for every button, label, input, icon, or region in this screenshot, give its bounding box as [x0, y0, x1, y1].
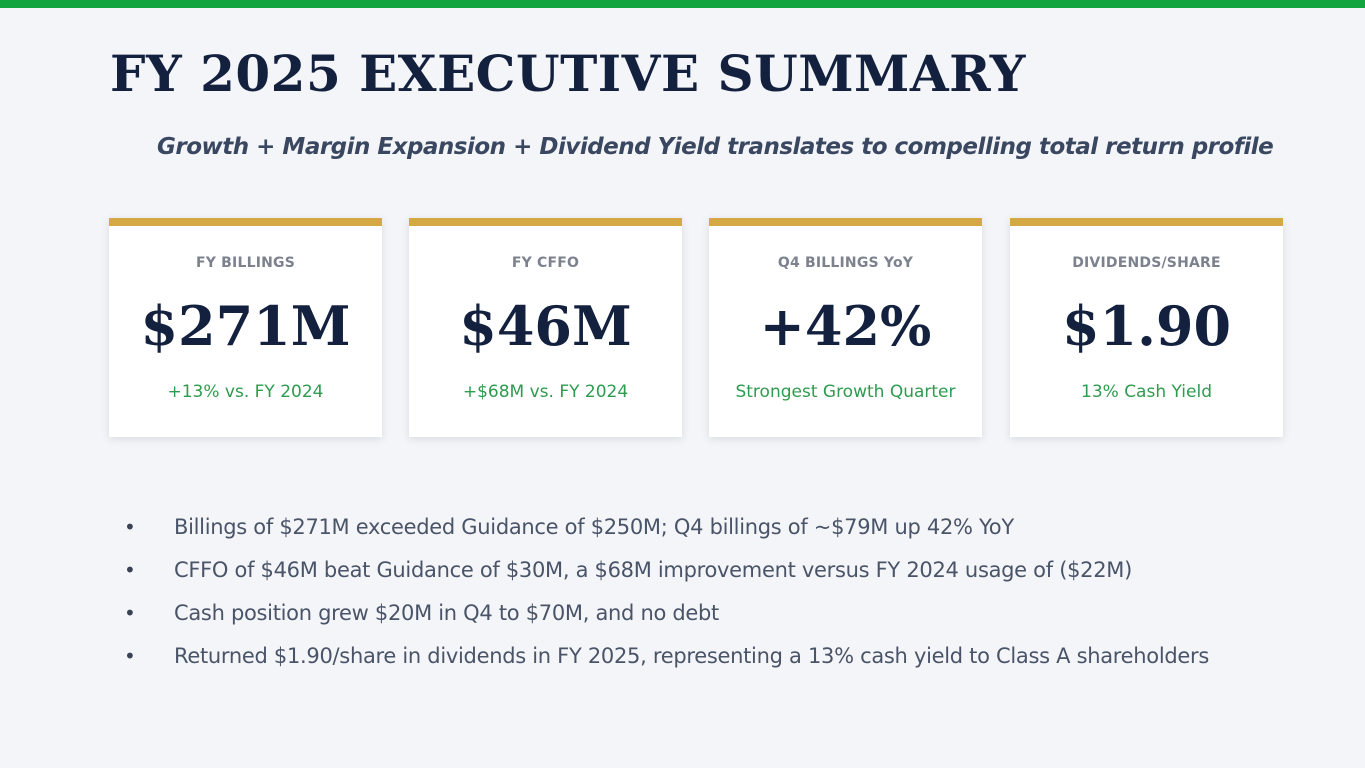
bullet-marker: •: [124, 515, 136, 539]
card-accent-bar: [709, 218, 982, 226]
card-accent-bar: [1010, 218, 1283, 226]
card-accent-bar: [409, 218, 682, 226]
kpi-card-billings: FY BILLINGS $271M +13% vs. FY 2024: [109, 218, 382, 437]
kpi-value: $1.90: [1061, 294, 1232, 358]
top-accent-bar: [0, 0, 1365, 8]
list-item: • CFFO of $46M beat Guidance of $30M, a …: [124, 555, 1224, 586]
kpi-value: +42%: [759, 294, 932, 358]
bullet-marker: •: [124, 644, 136, 668]
bullet-text: Billings of $271M exceeded Guidance of $…: [174, 515, 1014, 539]
summary-bullet-list: • Billings of $271M exceeded Guidance of…: [124, 512, 1224, 684]
kpi-cards: FY BILLINGS $271M +13% vs. FY 2024 FY CF…: [109, 218, 1283, 437]
kpi-card-cffo: FY CFFO $46M +$68M vs. FY 2024: [409, 218, 682, 437]
kpi-subtext: +$68M vs. FY 2024: [462, 382, 629, 402]
card-accent-bar: [109, 218, 382, 226]
bullet-text: Returned $1.90/share in dividends in FY …: [174, 644, 1210, 668]
list-item: • Cash position grew $20M in Q4 to $70M,…: [124, 598, 1224, 629]
list-item: • Returned $1.90/share in dividends in F…: [124, 641, 1224, 672]
bullet-marker: •: [124, 601, 136, 625]
page-title: FY 2025 EXECUTIVE SUMMARY: [110, 44, 1026, 103]
kpi-card-dividends-per-share: DIVIDENDS/SHARE $1.90 13% Cash Yield: [1010, 218, 1283, 437]
bullet-text: Cash position grew $20M in Q4 to $70M, a…: [174, 601, 719, 625]
list-item: • Billings of $271M exceeded Guidance of…: [124, 512, 1224, 543]
kpi-label: FY CFFO: [511, 255, 580, 271]
kpi-subtext: 13% Cash Yield: [1081, 382, 1212, 402]
kpi-value: $46M: [459, 294, 632, 358]
kpi-subtext: Strongest Growth Quarter: [735, 382, 956, 402]
bullet-text: CFFO of $46M beat Guidance of $30M, a $6…: [174, 558, 1132, 582]
kpi-value: $271M: [140, 294, 351, 358]
kpi-subtext: +13% vs. FY 2024: [167, 382, 324, 402]
bullet-marker: •: [124, 558, 136, 582]
kpi-label: DIVIDENDS/SHARE: [1072, 255, 1221, 271]
page-subtitle: Growth + Margin Expansion + Dividend Yie…: [157, 134, 1274, 160]
kpi-label: FY BILLINGS: [196, 255, 295, 271]
kpi-card-q4-billings-yoy: Q4 BILLINGS YoY +42% Strongest Growth Qu…: [709, 218, 982, 437]
kpi-label: Q4 BILLINGS YoY: [777, 255, 914, 271]
